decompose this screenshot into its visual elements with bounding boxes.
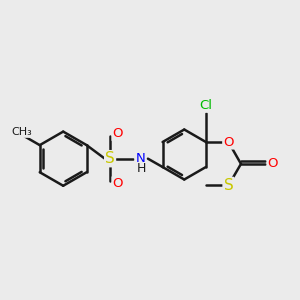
Text: O: O: [223, 136, 234, 148]
Text: Cl: Cl: [200, 99, 212, 112]
Text: S: S: [224, 178, 233, 193]
Text: S: S: [105, 151, 115, 166]
Text: H: H: [137, 162, 146, 175]
Text: O: O: [112, 177, 123, 190]
Text: CH₃: CH₃: [11, 127, 32, 137]
Text: O: O: [268, 158, 278, 170]
Text: O: O: [112, 127, 123, 140]
Text: N: N: [135, 152, 145, 165]
